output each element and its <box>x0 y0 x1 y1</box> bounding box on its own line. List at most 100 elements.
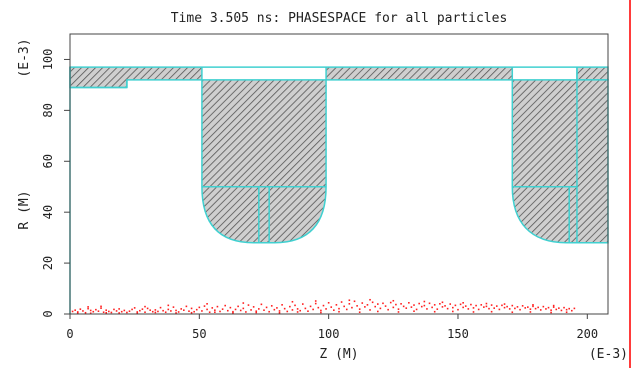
particle-point <box>364 306 366 308</box>
x-tick-label: 0 <box>66 327 73 341</box>
particle-point <box>87 307 89 310</box>
particle-point <box>545 308 547 310</box>
particle-point <box>532 305 534 308</box>
particle-point <box>389 301 392 304</box>
particle-point <box>201 310 203 312</box>
y-tick-label: 60 <box>41 154 55 168</box>
particle-point <box>126 311 128 314</box>
particle-point <box>118 312 120 314</box>
particle-point <box>102 311 105 314</box>
x-tick-label: 200 <box>576 327 598 341</box>
particle-point <box>234 308 237 311</box>
particle-point <box>307 310 309 312</box>
particle-point <box>304 307 307 310</box>
particle-point <box>87 306 89 308</box>
particle-point <box>239 309 242 312</box>
particle-point <box>356 305 358 307</box>
particle-point <box>547 306 550 309</box>
particle-point <box>286 310 289 313</box>
particle-point <box>420 305 423 308</box>
particle-point <box>265 306 268 309</box>
particle-point <box>206 303 208 305</box>
particle-point <box>552 304 555 307</box>
particle-point <box>314 300 317 302</box>
particle-point <box>327 302 330 304</box>
particle-point <box>433 304 436 306</box>
particle-point <box>493 307 495 309</box>
particle-point <box>392 306 395 309</box>
particle-point <box>521 305 524 307</box>
particle-point <box>92 310 95 313</box>
particle-point <box>570 309 573 312</box>
particle-point <box>353 300 356 303</box>
particle-point <box>151 310 154 313</box>
particle-point <box>97 310 100 312</box>
particle-point <box>348 299 351 302</box>
particle-point <box>560 309 563 312</box>
particle-point <box>301 303 304 305</box>
particle-point <box>462 306 464 309</box>
particle-point <box>470 303 472 306</box>
particle-point <box>348 303 351 305</box>
particle-point <box>558 307 560 309</box>
particle-point <box>542 305 545 308</box>
particle-point <box>172 306 175 308</box>
particle-point <box>488 307 490 310</box>
particle-point <box>379 307 382 310</box>
y-tick-label: 20 <box>41 256 55 270</box>
particle-point <box>511 304 514 307</box>
particle-point <box>193 310 195 313</box>
particle-point <box>175 312 177 314</box>
particle-point <box>490 310 493 313</box>
particle-point <box>123 309 126 312</box>
particle-point <box>501 304 503 307</box>
plot-frame <box>69 33 609 315</box>
particle-point <box>495 305 498 307</box>
particle-point <box>498 308 501 311</box>
particle-point <box>255 311 258 314</box>
particle-point <box>208 311 211 314</box>
particle-point <box>154 309 157 311</box>
particle-point <box>245 311 247 313</box>
particle-point <box>113 308 115 311</box>
particle-point <box>527 306 529 308</box>
particle-point <box>232 310 234 313</box>
particle-point <box>387 308 389 311</box>
particle-point <box>232 312 234 314</box>
particle-point <box>276 307 278 309</box>
particle-point <box>529 308 532 310</box>
particle-point <box>221 308 224 310</box>
particle-point <box>164 311 167 314</box>
particle-point <box>377 303 379 305</box>
particle-point <box>516 306 519 308</box>
x-axis-exponent: (E-3) <box>589 347 628 362</box>
particle-point <box>296 308 299 310</box>
particle-point <box>170 310 172 312</box>
particle-point <box>415 308 418 311</box>
particle-point <box>224 304 226 307</box>
particle-point <box>452 306 454 309</box>
particle-point <box>532 304 534 306</box>
particle-point <box>154 311 157 314</box>
y-axis-ticks: 0 20 40 60 80 100 <box>41 49 70 318</box>
region-cavity-left <box>201 79 327 244</box>
particle-point <box>100 305 102 308</box>
particle-point <box>76 312 79 314</box>
particle-point <box>441 301 444 304</box>
y-tick-label: 40 <box>41 205 55 219</box>
particle-point <box>550 309 552 311</box>
particle-point <box>76 311 79 313</box>
particle-point <box>141 308 144 310</box>
particle-point <box>144 311 146 314</box>
particle-point <box>229 306 232 309</box>
particle-point <box>490 304 493 306</box>
particle-point <box>84 311 87 314</box>
particle-point <box>358 308 361 310</box>
particle-point <box>335 304 338 306</box>
particle-point <box>281 304 283 306</box>
particle-point <box>485 302 488 305</box>
particle-point <box>565 308 568 311</box>
particle-point <box>188 310 190 312</box>
particle-point <box>369 309 371 311</box>
particle-point <box>452 310 454 313</box>
